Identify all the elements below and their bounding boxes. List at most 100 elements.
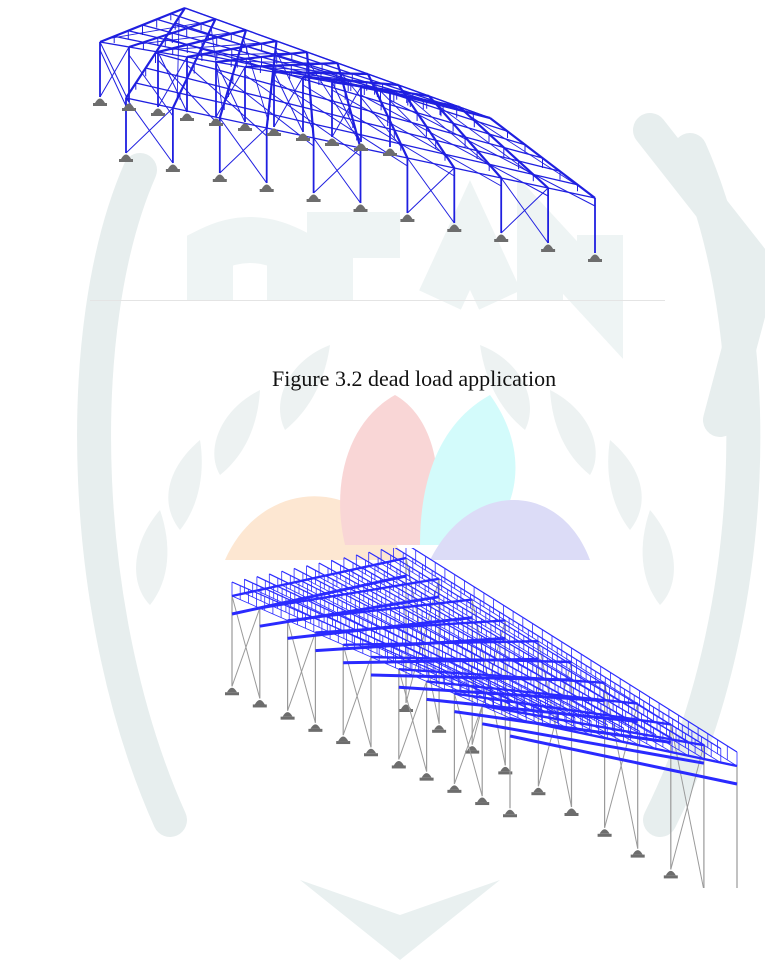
pinned-support-icon xyxy=(93,98,107,106)
frame-purlin xyxy=(232,73,272,86)
pinned-support-icon xyxy=(225,687,239,696)
frame-column-brace xyxy=(398,681,428,760)
watermark-letter xyxy=(517,176,623,359)
frame-purlin xyxy=(157,51,188,58)
frame-rafter xyxy=(259,577,440,610)
frame-purlin xyxy=(276,40,308,53)
frame-purlin xyxy=(156,18,187,29)
watermark-letter xyxy=(187,217,313,300)
pinned-support-icon xyxy=(503,809,517,818)
frame-purlin xyxy=(407,157,455,169)
pinned-support-icon xyxy=(447,224,462,232)
load-line xyxy=(411,548,738,753)
frame-column-brace xyxy=(287,632,316,711)
frame-roof-brace xyxy=(468,114,585,191)
pinned-support-icon xyxy=(447,785,462,793)
watermark-leaf xyxy=(642,510,674,605)
load-line xyxy=(380,548,705,746)
pinned-support-icon xyxy=(252,699,267,708)
figure-load-application-model xyxy=(210,548,750,888)
figure-dead-load-model xyxy=(90,0,665,300)
frame-purlin xyxy=(416,112,454,124)
pinned-support-icon xyxy=(391,760,406,769)
pinned-support-icon xyxy=(280,712,295,720)
frame-purlin xyxy=(172,32,203,42)
frame-roof-brace xyxy=(195,52,298,56)
pinned-support-icon xyxy=(354,143,368,151)
frame-rafter xyxy=(370,655,572,664)
pinned-support-icon xyxy=(151,108,165,116)
frame-column-brace xyxy=(231,608,261,687)
watermark-leaf xyxy=(608,440,642,530)
pinned-support-icon xyxy=(180,113,194,121)
frame-rafter-load-band xyxy=(509,734,738,786)
frame-purlin xyxy=(352,119,395,131)
pinned-support-icon xyxy=(432,725,447,733)
pinned-support-icon xyxy=(630,850,645,858)
watermark-leaf xyxy=(168,440,202,530)
frame-purlin xyxy=(360,86,391,93)
frame-purlin xyxy=(186,27,217,38)
frame-column-brace xyxy=(219,127,268,174)
pinned-support-icon xyxy=(400,214,415,222)
frame-rafter-load-band xyxy=(398,685,605,703)
watermark-shield-left xyxy=(77,153,187,837)
frame-rafter xyxy=(287,598,473,622)
watermark-petal-pink xyxy=(340,395,438,545)
pinned-support-icon xyxy=(597,829,612,837)
frame-rafter-load-band xyxy=(481,722,705,765)
frame-column-brace xyxy=(342,656,372,736)
frame-purlin xyxy=(312,123,357,135)
frame-purlin xyxy=(99,41,130,48)
frame-purlin xyxy=(444,153,490,165)
frame-column-brace xyxy=(313,147,361,194)
frame-purlin xyxy=(269,98,312,110)
frame-purlin xyxy=(228,88,271,100)
frame-purlin xyxy=(533,173,578,186)
frame-roof-brace xyxy=(435,103,540,181)
watermark-letter xyxy=(307,212,400,300)
frame-tie xyxy=(186,64,268,137)
frame-rafter xyxy=(426,680,638,705)
frame-purlin xyxy=(337,62,369,75)
frame-purlin xyxy=(489,163,534,176)
pinned-support-icon xyxy=(353,204,368,212)
pinned-support-icon xyxy=(588,254,602,262)
watermark-letter xyxy=(419,180,521,310)
frame-purlin xyxy=(219,117,267,129)
frame-purlin xyxy=(387,115,427,128)
watermark-leaf xyxy=(480,345,530,430)
pinned-support-icon xyxy=(267,128,281,136)
frame-purlin xyxy=(114,35,144,43)
frame-roof-brace xyxy=(403,92,495,171)
frame-purlin xyxy=(125,97,174,109)
figure-caption: Figure 3.2 dead load application xyxy=(272,366,557,391)
frame-purlin xyxy=(464,136,504,149)
pinned-support-icon xyxy=(209,118,223,126)
pinned-support-icon xyxy=(541,244,556,252)
watermark-leaf xyxy=(280,345,330,430)
figure-divider xyxy=(90,300,665,301)
frame-purlin xyxy=(245,29,277,42)
pinned-support-icon xyxy=(564,808,579,816)
pinned-support-icon xyxy=(419,773,434,781)
frame-purlin xyxy=(170,13,202,25)
frame-column-brace xyxy=(157,56,188,108)
frame-purlin xyxy=(503,146,543,159)
watermark-leaf xyxy=(550,390,596,475)
frame-roof-brace xyxy=(137,31,238,45)
frame-column-brace xyxy=(670,745,705,870)
pinned-support-icon xyxy=(212,174,227,182)
frame-purlin xyxy=(306,51,338,64)
pinned-support-icon xyxy=(498,766,513,775)
frame-column-brace xyxy=(407,167,455,214)
frame-roof-brace xyxy=(242,38,269,120)
frame-tie xyxy=(215,69,314,147)
frame-purlin xyxy=(216,51,247,60)
pinned-support-icon xyxy=(259,184,274,192)
frame-purlin xyxy=(231,33,262,45)
frame-purlin xyxy=(201,40,232,50)
frame-purlin xyxy=(215,18,247,31)
